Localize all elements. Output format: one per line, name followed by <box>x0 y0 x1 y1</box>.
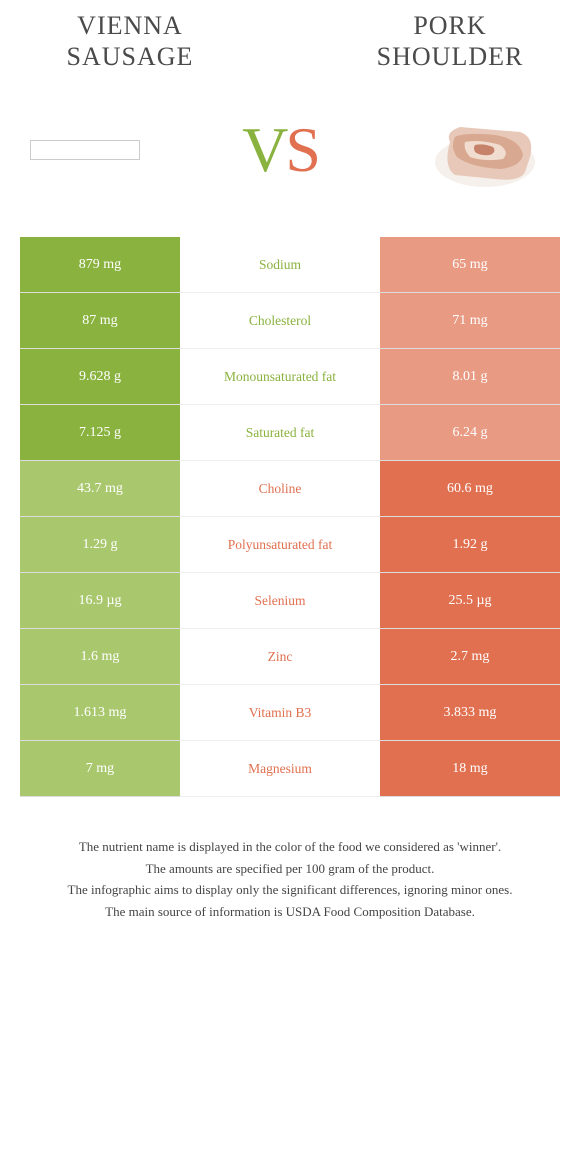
right-value: 65 mg <box>380 237 560 293</box>
nutrient-name: Zinc <box>180 629 380 685</box>
footer-line: The infographic aims to display only the… <box>20 880 560 900</box>
left-value: 7 mg <box>20 741 180 797</box>
right-value: 60.6 mg <box>380 461 560 517</box>
right-value: 18 mg <box>380 741 560 797</box>
table-row: 43.7 mgCholine60.6 mg <box>20 461 560 517</box>
table-row: 1.6 mgZinc2.7 mg <box>20 629 560 685</box>
footer-notes: The nutrient name is displayed in the co… <box>0 797 580 921</box>
footer-line: The nutrient name is displayed in the co… <box>20 837 560 857</box>
left-value: 87 mg <box>20 293 180 349</box>
vs-s: S <box>285 114 318 185</box>
table-row: 16.9 µgSelenium25.5 µg <box>20 573 560 629</box>
left-title-line1: VIENNA <box>30 10 230 41</box>
left-value: 1.613 mg <box>20 685 180 741</box>
right-food-image <box>420 102 550 197</box>
nutrient-name: Vitamin B3 <box>180 685 380 741</box>
nutrient-name: Monounsaturated fat <box>180 349 380 405</box>
nutrient-name: Magnesium <box>180 741 380 797</box>
nutrient-name: Polyunsaturated fat <box>180 517 380 573</box>
left-title-line2: SAUSAGE <box>30 41 230 72</box>
left-value: 879 mg <box>20 237 180 293</box>
right-value: 8.01 g <box>380 349 560 405</box>
vs-v: V <box>242 114 285 185</box>
nutrient-name: Choline <box>180 461 380 517</box>
left-value: 7.125 g <box>20 405 180 461</box>
left-title: VIENNA SAUSAGE <box>30 10 230 72</box>
left-value: 9.628 g <box>20 349 180 405</box>
left-food-image <box>30 140 140 160</box>
right-value: 3.833 mg <box>380 685 560 741</box>
right-title: PORK SHOULDER <box>350 10 550 72</box>
left-value: 43.7 mg <box>20 461 180 517</box>
table-row: 87 mgCholesterol71 mg <box>20 293 560 349</box>
nutrient-name: Sodium <box>180 237 380 293</box>
table-row: 9.628 gMonounsaturated fat8.01 g <box>20 349 560 405</box>
table-row: 7.125 gSaturated fat6.24 g <box>20 405 560 461</box>
left-value: 1.6 mg <box>20 629 180 685</box>
table-row: 1.613 mgVitamin B33.833 mg <box>20 685 560 741</box>
nutrient-name: Saturated fat <box>180 405 380 461</box>
right-value: 2.7 mg <box>380 629 560 685</box>
right-title-line1: PORK <box>350 10 550 41</box>
left-value: 1.29 g <box>20 517 180 573</box>
right-title-line2: SHOULDER <box>350 41 550 72</box>
right-value: 25.5 µg <box>380 573 560 629</box>
table-row: 1.29 gPolyunsaturated fat1.92 g <box>20 517 560 573</box>
right-value: 6.24 g <box>380 405 560 461</box>
table-row: 7 mgMagnesium18 mg <box>20 741 560 797</box>
right-value: 1.92 g <box>380 517 560 573</box>
header: VIENNA SAUSAGE PORK SHOULDER <box>0 0 580 72</box>
nutrient-table: 879 mgSodium65 mg87 mgCholesterol71 mg9.… <box>20 237 560 797</box>
right-value: 71 mg <box>380 293 560 349</box>
pork-icon <box>425 107 545 192</box>
vs-label: VS <box>242 113 318 187</box>
nutrient-name: Selenium <box>180 573 380 629</box>
images-row: VS <box>0 72 580 217</box>
nutrient-name: Cholesterol <box>180 293 380 349</box>
left-value: 16.9 µg <box>20 573 180 629</box>
table-row: 879 mgSodium65 mg <box>20 237 560 293</box>
footer-line: The amounts are specified per 100 gram o… <box>20 859 560 879</box>
footer-line: The main source of information is USDA F… <box>20 902 560 922</box>
